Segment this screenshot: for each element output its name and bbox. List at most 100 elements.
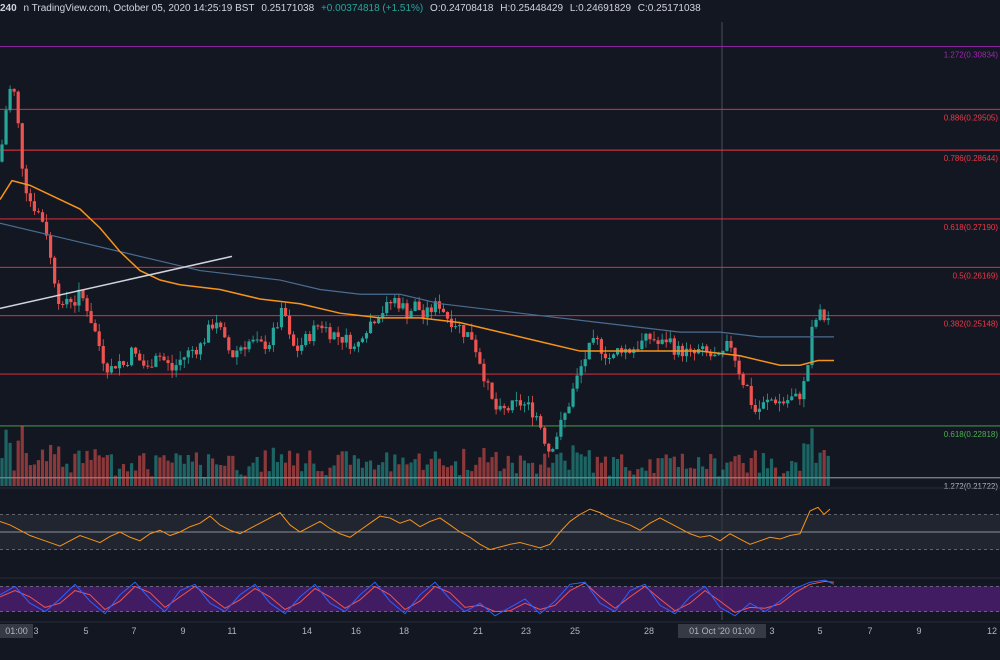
volume-bar [194,452,198,486]
volume-bar [215,464,219,486]
candle-body [636,349,640,351]
volume-bar [526,463,531,486]
volume-bar [543,453,547,486]
volume-bar [223,465,227,486]
volume-bar [377,464,381,486]
time-tick-label: 7 [867,626,872,636]
candle-body [705,346,709,353]
candle-body [733,347,737,361]
volume-bar [77,450,81,486]
candle-body [364,333,369,339]
candle-body [514,400,518,402]
volume-bar [462,448,466,486]
volume-bar [368,460,373,486]
volume-bar [429,458,433,486]
volume-bar [611,457,616,486]
candle-body [437,301,441,309]
volume-bar [547,467,551,486]
candle-body [433,301,437,313]
volume-bar [283,462,288,486]
volume-bar [158,457,162,486]
volume-bar [134,470,138,486]
volume-bar [61,466,65,486]
candle-body [401,303,405,309]
volume-bar [150,476,154,486]
candle-body [413,301,417,312]
volume-bar [352,455,356,486]
source-text: n TradingView.com, October 05, 2020 14:2… [23,3,255,14]
volume-bar [397,464,401,486]
volume-bar [328,467,332,486]
time-tick-label: 3 [33,626,38,636]
volume-bar [466,469,470,486]
last-price: 0.25171038 [261,3,315,14]
volume-bar [385,452,389,486]
candle-body [36,211,41,213]
candle-body [158,355,162,357]
candle-body [328,327,332,340]
volume-bar [697,457,701,486]
price-change: +0.00374818 (+1.51%) [320,3,424,14]
candle-body [40,212,45,222]
candle-body [49,235,53,258]
candle-body [146,365,150,367]
candle-body [729,340,733,348]
fib-label: 0.382(0.25148) [944,320,999,329]
volume-bar [57,446,61,486]
candle-body [648,333,652,340]
volume-bar [482,447,486,486]
time-tick-label: 18 [399,626,409,636]
fib-label: 0.786(0.28644) [944,154,999,163]
volume-bar [818,452,822,486]
time-tick-label: 12 [987,626,997,636]
candle-body [134,347,138,354]
candle-body [247,341,251,350]
volume-bar [36,460,41,486]
volume-bar [202,476,207,486]
candle-body [89,311,93,324]
volume-bar [292,465,296,486]
candle-body [44,221,49,236]
candle-body [478,352,482,364]
volume-bar [320,471,324,486]
time-tick-label: 23 [521,626,531,636]
volume-bar [348,464,352,486]
volume-bar [539,464,543,486]
volume-bar [44,461,49,486]
candle-body [486,381,490,383]
candle-body [441,308,446,313]
candle-body [267,345,271,350]
volume-bar [113,475,117,486]
candle-body [178,359,182,366]
volume-bar [109,454,113,486]
volume-bar [535,473,539,486]
stoch-band [0,586,1000,612]
candle-body [215,322,219,329]
candle-body [790,396,794,401]
candle-body [397,298,401,309]
volume-bar [162,455,166,486]
candle-body [109,366,113,373]
low-value: L:0.24691829 [569,3,632,14]
volume-bar [227,455,231,486]
volume-bar [279,454,284,486]
candle-body [356,342,360,347]
candle-body [522,404,527,406]
candle-body [470,332,474,340]
volume-bar [522,460,527,486]
volume-bar [308,450,312,486]
candle-body [292,334,296,346]
volume-bar [182,463,186,486]
candle-body [445,312,450,319]
volume-bar [304,463,308,486]
volume-bar [701,466,705,486]
candle-body [611,354,616,358]
candle-body [709,352,713,357]
candle-body [28,193,32,202]
candle-body [668,338,672,343]
time-tick-label: 9 [916,626,921,636]
volume-bar [599,462,603,486]
volume-bar [802,443,806,486]
volume-bar [97,455,101,486]
